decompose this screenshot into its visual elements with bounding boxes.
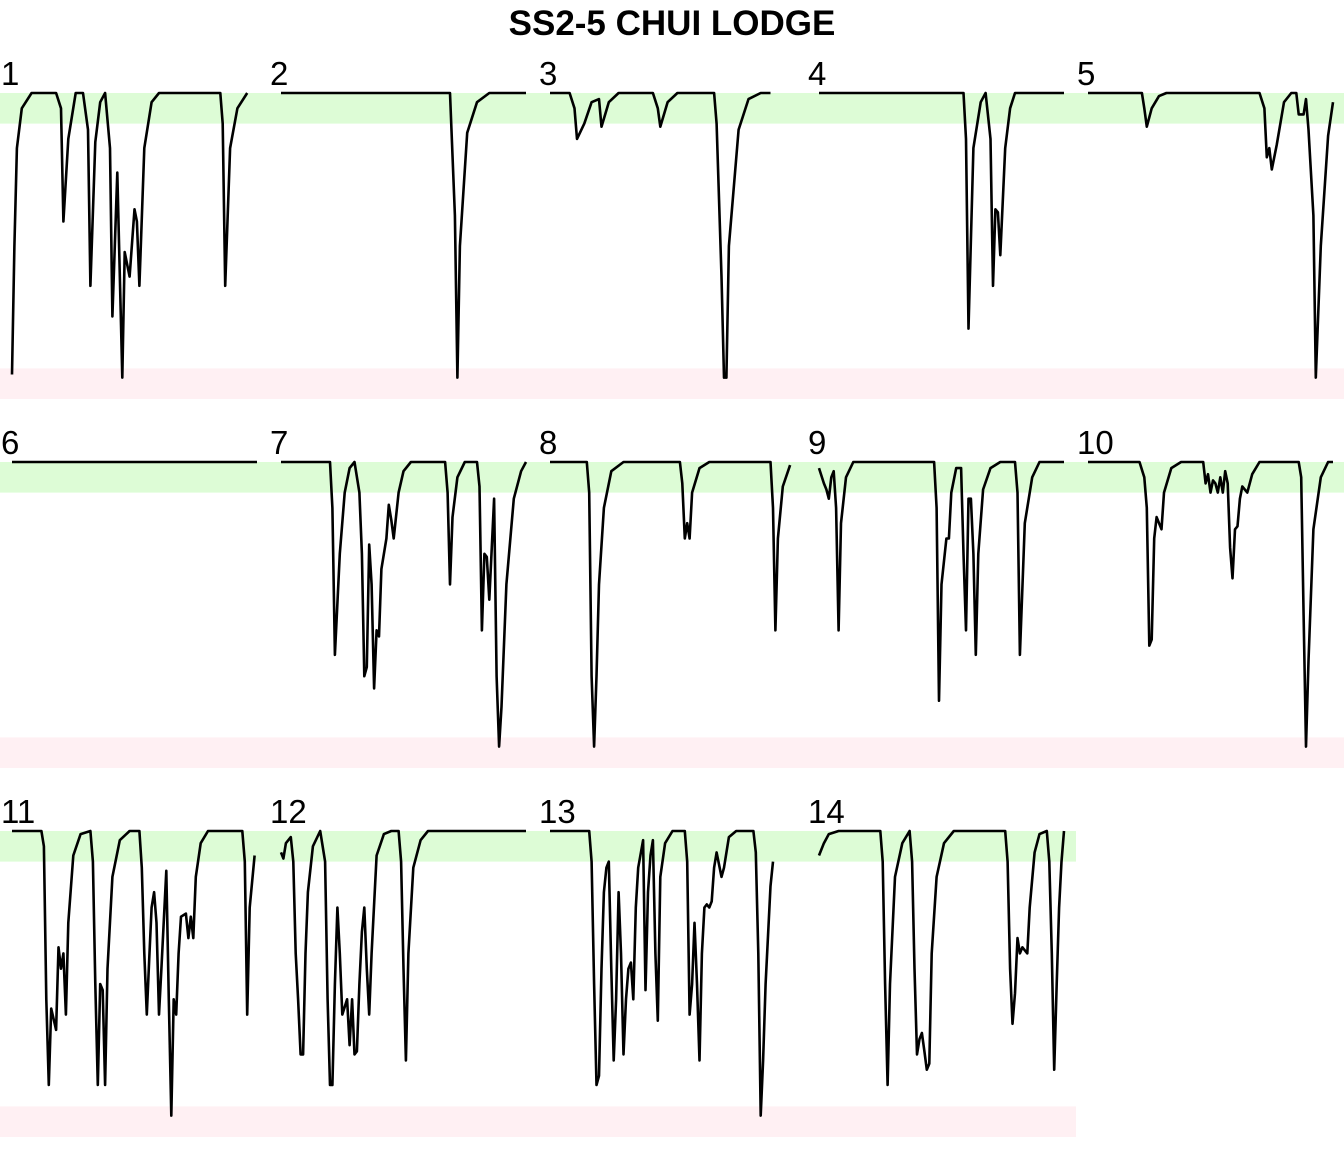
panel-5: 5 — [1076, 55, 1344, 399]
good-band-2 — [269, 93, 538, 124]
panel-1: 1 — [0, 55, 269, 399]
panel-label-13: 13 — [539, 793, 576, 830]
panel-8: 8 — [538, 424, 807, 768]
series-line-7 — [281, 460, 528, 748]
series-line-4 — [819, 91, 1064, 330]
panel-label-9: 9 — [808, 424, 826, 461]
good-band-7 — [269, 462, 538, 493]
good-band-11 — [0, 831, 269, 862]
panel-label-10: 10 — [1077, 424, 1114, 461]
series-line-14 — [817, 829, 1066, 1087]
bad-band-10 — [1076, 737, 1344, 768]
bad-band-6 — [0, 737, 269, 768]
panel-label-1: 1 — [1, 55, 19, 92]
bad-band-11 — [0, 1106, 269, 1137]
panel-14: 14 — [807, 793, 1076, 1137]
panel-7: 7 — [269, 424, 538, 768]
bad-band-5 — [1076, 368, 1344, 399]
good-band-13 — [538, 831, 807, 862]
panel-label-6: 6 — [1, 424, 19, 461]
panel-13: 13 — [538, 793, 807, 1137]
panel-label-2: 2 — [270, 55, 288, 92]
panel-label-11: 11 — [1, 793, 35, 830]
series-line-13 — [550, 829, 775, 1117]
panel-label-14: 14 — [808, 793, 845, 830]
good-band-5 — [1076, 93, 1344, 124]
series-line-8 — [550, 460, 792, 748]
panel-9: 9 — [807, 424, 1076, 768]
good-band-6 — [0, 462, 269, 493]
panel-label-4: 4 — [808, 55, 826, 92]
bad-band-7 — [269, 737, 538, 768]
series-line-3 — [550, 91, 771, 379]
good-band-12 — [269, 831, 538, 862]
series-line-2 — [281, 91, 526, 379]
panel-label-12: 12 — [270, 793, 307, 830]
bad-band-2 — [269, 368, 538, 399]
panel-11: 11 — [0, 793, 269, 1137]
panel-label-5: 5 — [1077, 55, 1095, 92]
good-band-1 — [0, 93, 269, 124]
panel-3: 3 — [538, 55, 807, 399]
series-line-11 — [12, 829, 256, 1117]
series-line-5 — [1088, 91, 1335, 379]
bad-band-14 — [807, 1106, 1076, 1137]
series-line-10 — [1088, 460, 1333, 748]
bad-band-12 — [269, 1106, 538, 1137]
good-band-4 — [807, 93, 1076, 124]
bad-band-3 — [538, 368, 807, 399]
bad-band-8 — [538, 737, 807, 768]
bad-band-13 — [538, 1106, 807, 1137]
bad-band-1 — [0, 368, 269, 399]
bad-band-9 — [807, 737, 1076, 768]
panel-10: 10 — [1076, 424, 1344, 768]
panel-12: 12 — [269, 793, 538, 1137]
good-band-8 — [538, 462, 807, 493]
series-line-1 — [10, 91, 249, 379]
panel-label-7: 7 — [270, 424, 288, 461]
panel-label-8: 8 — [539, 424, 557, 461]
panel-2: 2 — [269, 55, 538, 399]
panel-4: 4 — [807, 55, 1076, 399]
panel-6: 6 — [0, 424, 269, 768]
bad-band-4 — [807, 368, 1076, 399]
chart-title: SS2-5 CHUI LODGE — [508, 4, 836, 43]
series-line-12 — [279, 829, 526, 1087]
panel-label-3: 3 — [539, 55, 557, 92]
series-line-9 — [817, 460, 1064, 703]
